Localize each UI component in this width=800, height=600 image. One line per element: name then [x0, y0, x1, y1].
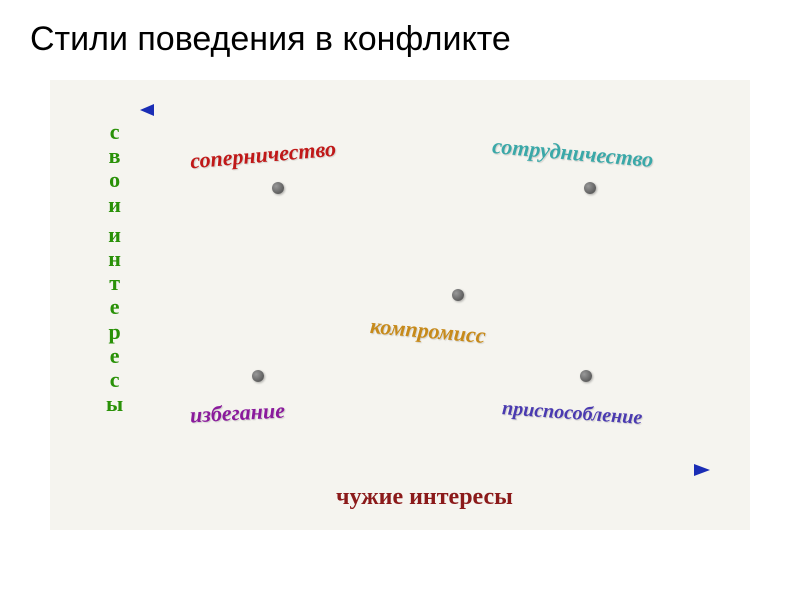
dot-compromise [452, 289, 464, 301]
dot-competition [272, 182, 284, 194]
dot-accommodation [580, 370, 592, 382]
dot-avoidance [252, 370, 264, 382]
label-avoidance: избегание [189, 398, 285, 429]
dot-collaboration [584, 182, 596, 194]
y-axis-label: свои интересы [106, 120, 125, 416]
conflict-styles-chart: свои интересы чужие интересы соперничест… [50, 80, 750, 530]
x-axis-label: чужие интересы [336, 484, 513, 511]
page-title: Стили поведения в конфликте [30, 20, 511, 59]
